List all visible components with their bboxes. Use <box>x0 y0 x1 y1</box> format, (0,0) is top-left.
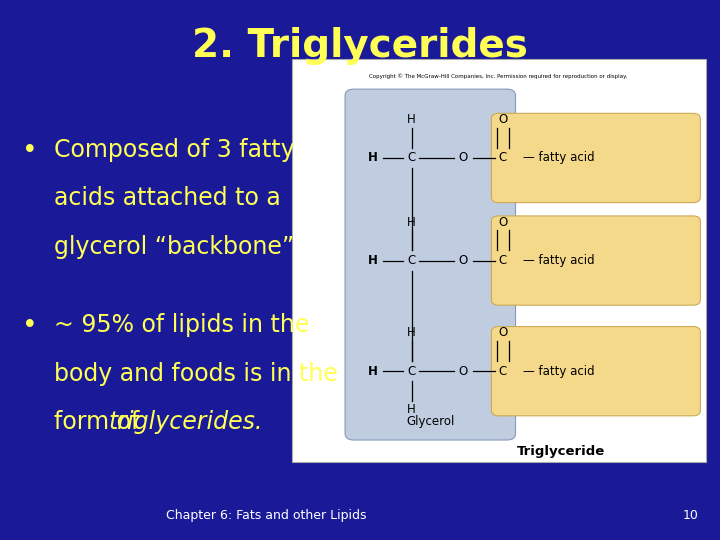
Text: Glycerol: Glycerol <box>406 415 454 428</box>
Text: H: H <box>367 151 377 165</box>
Text: ~ 95% of lipids in the: ~ 95% of lipids in the <box>54 313 310 337</box>
FancyBboxPatch shape <box>345 89 516 440</box>
Text: H: H <box>408 113 416 126</box>
Text: C: C <box>499 364 507 377</box>
Text: Chapter 6: Fats and other Lipids: Chapter 6: Fats and other Lipids <box>166 509 366 522</box>
Text: H: H <box>408 327 416 340</box>
Text: H: H <box>367 364 377 377</box>
Text: acids attached to a: acids attached to a <box>54 186 281 210</box>
Text: H: H <box>408 216 416 229</box>
Text: O: O <box>498 216 508 229</box>
Text: •: • <box>22 313 37 339</box>
Text: Triglyceride: Triglyceride <box>516 445 605 458</box>
Text: Composed of 3 fatty: Composed of 3 fatty <box>54 138 294 161</box>
Text: — fatty acid: — fatty acid <box>523 254 595 267</box>
Text: form of: form of <box>54 410 147 434</box>
Text: O: O <box>459 364 468 377</box>
Text: C: C <box>408 151 415 165</box>
Text: Copyright © The McGraw-Hill Companies, Inc. Permission required for reproduction: Copyright © The McGraw-Hill Companies, I… <box>369 73 628 79</box>
Text: O: O <box>498 113 508 126</box>
Text: C: C <box>408 254 415 267</box>
Text: C: C <box>499 151 507 165</box>
Text: — fatty acid: — fatty acid <box>523 364 595 377</box>
Text: H: H <box>408 403 416 416</box>
FancyBboxPatch shape <box>491 327 701 416</box>
Text: 10: 10 <box>683 509 698 522</box>
FancyBboxPatch shape <box>491 113 701 202</box>
Text: H: H <box>367 254 377 267</box>
FancyBboxPatch shape <box>491 216 701 305</box>
Text: O: O <box>459 254 468 267</box>
Text: body and foods is in the: body and foods is in the <box>54 362 338 386</box>
Text: O: O <box>459 151 468 165</box>
Text: — fatty acid: — fatty acid <box>523 151 595 165</box>
Text: O: O <box>498 327 508 340</box>
Text: glycerol “backbone”: glycerol “backbone” <box>54 235 294 259</box>
FancyBboxPatch shape <box>292 59 706 462</box>
Text: •: • <box>22 138 37 164</box>
Text: C: C <box>499 254 507 267</box>
Text: 2. Triglycerides: 2. Triglycerides <box>192 27 528 65</box>
Text: triglycerides.: triglycerides. <box>108 410 262 434</box>
Text: C: C <box>408 364 415 377</box>
